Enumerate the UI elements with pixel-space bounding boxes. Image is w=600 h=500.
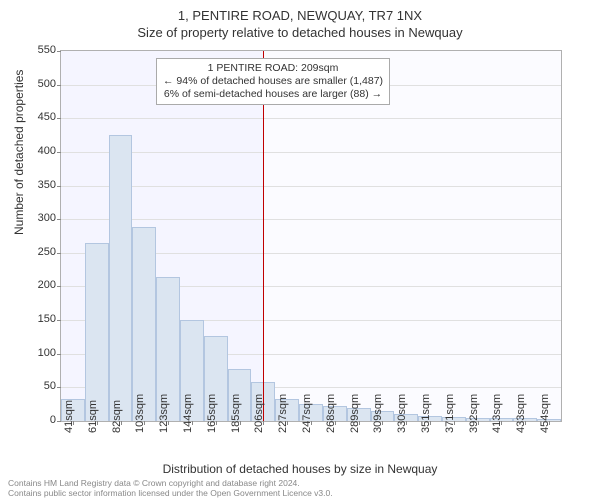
annotation-line-1: 1 PENTIRE ROAD: 209sqm	[163, 62, 383, 75]
ytick-mark	[57, 118, 61, 119]
ytick-label: 500	[16, 78, 56, 90]
chart-plot-area: 1 PENTIRE ROAD: 209sqm← 94% of detached …	[60, 50, 562, 422]
ytick-label: 350	[16, 179, 56, 191]
gridline	[61, 152, 561, 153]
shade-larger	[263, 51, 561, 421]
gridline	[61, 219, 561, 220]
histogram-bar	[85, 243, 109, 421]
ytick-mark	[57, 286, 61, 287]
gridline	[61, 186, 561, 187]
ytick-mark	[57, 186, 61, 187]
ytick-mark	[57, 51, 61, 52]
ytick-mark	[57, 421, 61, 422]
annotation-line-3: 6% of semi-detached houses are larger (8…	[163, 88, 383, 101]
annotation-box: 1 PENTIRE ROAD: 209sqm← 94% of detached …	[156, 58, 390, 105]
ytick-mark	[57, 354, 61, 355]
histogram-bar	[132, 227, 156, 421]
ytick-label: 100	[16, 347, 56, 359]
ytick-mark	[57, 219, 61, 220]
ytick-mark	[57, 320, 61, 321]
gridline	[61, 118, 561, 119]
ytick-label: 200	[16, 279, 56, 291]
footer-line-2: Contains public sector information licen…	[8, 488, 333, 498]
ytick-label: 450	[16, 111, 56, 123]
footer-line-1: Contains HM Land Registry data © Crown c…	[8, 478, 333, 488]
x-axis-title: Distribution of detached houses by size …	[0, 462, 600, 476]
ytick-label: 250	[16, 246, 56, 258]
histogram-bar	[109, 135, 133, 421]
chart-title-main: 1, PENTIRE ROAD, NEWQUAY, TR7 1NX	[0, 0, 600, 23]
reference-line	[263, 51, 264, 421]
ytick-label: 400	[16, 145, 56, 157]
ytick-mark	[57, 85, 61, 86]
ytick-label: 50	[16, 380, 56, 392]
ytick-mark	[57, 253, 61, 254]
ytick-label: 0	[16, 414, 56, 426]
ytick-mark	[57, 152, 61, 153]
chart-title-sub: Size of property relative to detached ho…	[0, 23, 600, 40]
ytick-label: 300	[16, 212, 56, 224]
ytick-label: 150	[16, 313, 56, 325]
ytick-label: 550	[16, 44, 56, 56]
annotation-line-2: ← 94% of detached houses are smaller (1,…	[163, 75, 383, 88]
ytick-mark	[57, 387, 61, 388]
footer-attribution: Contains HM Land Registry data © Crown c…	[8, 478, 333, 498]
